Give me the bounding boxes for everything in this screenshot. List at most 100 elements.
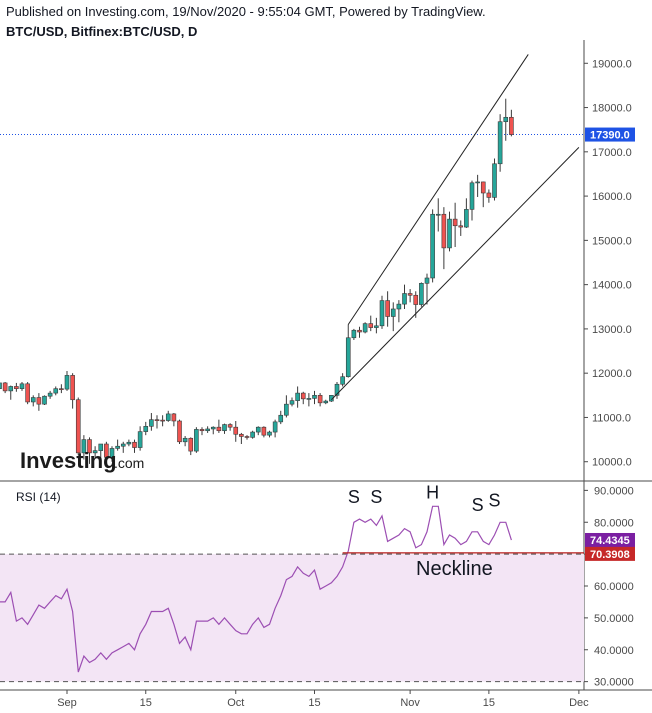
candle xyxy=(261,426,267,438)
candle xyxy=(289,397,295,407)
candle-body-up xyxy=(278,414,284,423)
candle-body-up xyxy=(255,426,261,433)
logo-suffix: .com xyxy=(114,455,144,471)
candle xyxy=(486,189,492,203)
price-tick-label: 10000.0 xyxy=(592,457,632,469)
candle xyxy=(362,322,368,334)
candle xyxy=(419,282,424,307)
neckline-value-tag-bg xyxy=(585,546,635,561)
candle xyxy=(53,386,59,396)
pattern-label-s: S xyxy=(348,487,360,507)
candle xyxy=(143,421,149,436)
candle xyxy=(19,382,25,391)
investing-logo: Investing .com xyxy=(20,448,144,473)
candle xyxy=(137,426,143,451)
candle-body-down xyxy=(407,293,413,296)
pattern-label-h: H xyxy=(426,482,439,502)
candle xyxy=(464,198,469,228)
candle xyxy=(345,324,351,378)
candle xyxy=(435,198,441,232)
candle-body-up xyxy=(312,395,317,399)
candle-body-down xyxy=(171,413,177,422)
candle xyxy=(317,393,323,407)
candle xyxy=(210,426,216,435)
time-tick-label: 15 xyxy=(483,697,495,709)
candle-body-down xyxy=(160,419,165,422)
candle-body-down xyxy=(385,300,390,317)
candle-body-up xyxy=(8,386,14,392)
candle xyxy=(0,382,2,389)
time-tick-label: 15 xyxy=(140,697,152,709)
candle xyxy=(284,395,289,418)
candle-body-down xyxy=(480,181,486,194)
candle-body-up xyxy=(19,383,25,389)
candle xyxy=(312,390,317,405)
candle-body-down xyxy=(59,388,64,390)
price-tick-label: 14000.0 xyxy=(592,280,632,292)
candle xyxy=(25,382,30,405)
candle xyxy=(165,410,171,422)
candle-body-up xyxy=(379,300,385,327)
candle xyxy=(92,446,98,458)
candle-body-down xyxy=(317,395,323,404)
candle xyxy=(171,413,177,427)
candle-body-down xyxy=(2,382,8,392)
candle xyxy=(227,423,233,431)
candle xyxy=(300,391,306,405)
candle xyxy=(447,211,452,252)
candle xyxy=(182,436,188,447)
candle xyxy=(323,399,329,405)
candle xyxy=(244,435,250,440)
candle-body-down xyxy=(132,441,137,448)
candle-body-down xyxy=(154,419,160,421)
candle-body-up xyxy=(250,431,255,438)
candle xyxy=(216,419,222,433)
candle-body-down xyxy=(36,397,42,405)
candle-body-up xyxy=(306,398,312,400)
candle xyxy=(272,419,278,438)
candle-body-up xyxy=(419,283,424,305)
candle xyxy=(509,109,514,137)
candle-body-up xyxy=(503,116,509,123)
candle xyxy=(469,180,475,221)
candle xyxy=(132,439,137,453)
candle-body-down xyxy=(486,192,492,198)
candle xyxy=(334,382,340,399)
candle xyxy=(160,415,165,427)
last-price-tag-text: 17390.0 xyxy=(590,130,630,142)
candle-body-up xyxy=(137,431,143,448)
candle-body-down xyxy=(87,439,92,454)
candle xyxy=(194,427,199,453)
candle xyxy=(70,373,75,409)
candle-body-down xyxy=(25,383,30,403)
candle-body-up xyxy=(267,431,272,436)
upper-channel-line xyxy=(347,54,529,325)
candle xyxy=(30,395,36,407)
last-price-tag: 17390.0 xyxy=(585,127,635,142)
candle-body-up xyxy=(475,181,480,184)
candle-body-up xyxy=(424,277,430,284)
price-tick-label: 13000.0 xyxy=(592,324,632,336)
candle xyxy=(115,439,120,451)
candle xyxy=(357,326,362,338)
rsi-tick-label: 60.0000 xyxy=(594,581,634,593)
candle-body-up xyxy=(272,421,278,433)
rsi-line xyxy=(0,505,512,673)
candle-body-up xyxy=(497,121,503,165)
rsi-value-tag-bg xyxy=(585,532,635,547)
candle-body-up xyxy=(120,443,126,447)
candle xyxy=(374,317,379,334)
candle xyxy=(267,430,272,438)
candle xyxy=(154,415,160,429)
price-tick-label: 11000.0 xyxy=(592,412,631,424)
neckline-value-tag-text: 70.3908 xyxy=(590,549,630,561)
candle xyxy=(42,395,47,406)
candle-body-up xyxy=(289,400,295,405)
candle-body-up xyxy=(295,392,300,401)
candle-body-down xyxy=(199,429,205,432)
candle-body-down xyxy=(458,225,464,228)
candle-body-up xyxy=(53,388,59,394)
last-price-tag-bg xyxy=(585,127,635,142)
candle-body-up xyxy=(126,441,132,445)
price-tick-label: 12000.0 xyxy=(592,368,632,380)
